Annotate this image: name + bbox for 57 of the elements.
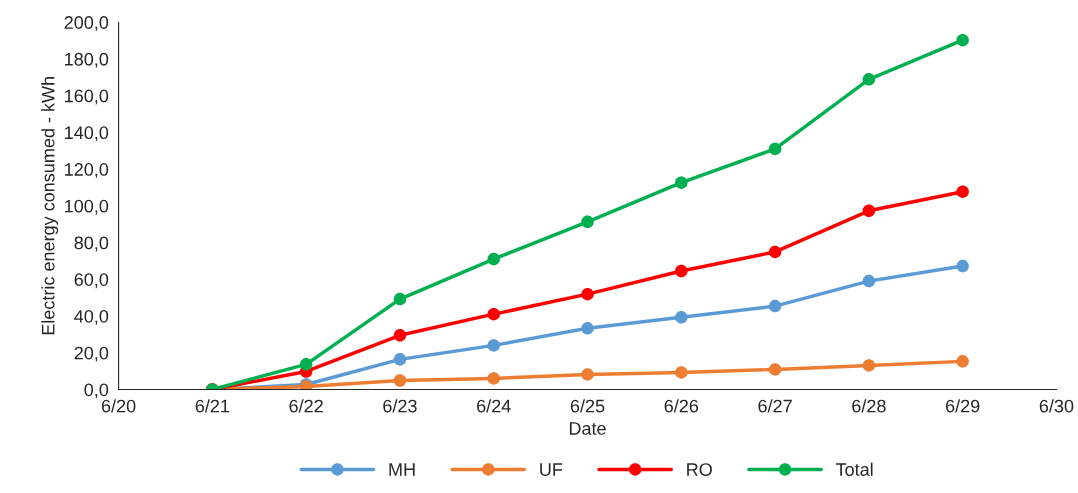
point <box>581 322 594 335</box>
point <box>862 359 876 372</box>
point <box>768 245 782 259</box>
point <box>487 307 500 321</box>
y-tick-label: 100,0 <box>65 199 109 215</box>
x-tick-label: 6/21 <box>195 399 230 413</box>
point <box>862 73 876 86</box>
point <box>487 252 500 266</box>
point <box>768 299 782 313</box>
y-tick-label: 180,0 <box>65 52 109 68</box>
point <box>956 185 969 198</box>
point <box>675 311 688 324</box>
y-axis-title: Electric energy consumed - kWh <box>41 77 59 335</box>
point <box>299 358 313 371</box>
point <box>393 353 407 366</box>
point <box>956 259 969 273</box>
x-tick-label: 6/23 <box>383 399 417 413</box>
x-tick-label: 6/25 <box>570 399 605 413</box>
point <box>581 368 594 381</box>
point <box>487 372 500 385</box>
y-tick-label: 80,0 <box>74 236 109 252</box>
y-tick-label: 140,0 <box>65 126 109 142</box>
legend-label: UF <box>540 463 563 476</box>
legend-label: Total <box>835 462 873 476</box>
legend-label: RO <box>687 463 712 476</box>
x-tick-label: 6/24 <box>477 399 511 413</box>
point <box>768 363 782 376</box>
point <box>956 355 969 368</box>
y-tick-label: 60,0 <box>74 273 109 289</box>
point <box>675 366 688 379</box>
x-tick-label: 6/30 <box>1039 399 1074 413</box>
x-tick-label: 6/27 <box>758 399 792 413</box>
point <box>675 264 688 278</box>
y-tick-label: 120,0 <box>65 163 109 178</box>
point <box>675 176 688 189</box>
x-tick-label: 6/26 <box>664 399 699 413</box>
y-tick-label: 0,0 <box>84 383 109 399</box>
y-tick-label: 160,0 <box>65 89 109 105</box>
point <box>862 274 876 288</box>
y-tick-label: 40,0 <box>74 309 109 325</box>
x-axis-title: Date <box>569 422 606 435</box>
legend-label: MH <box>389 463 415 476</box>
y-tick-label: 200,0 <box>64 16 109 32</box>
x-tick-label: 6/29 <box>946 399 980 413</box>
x-tick-label: 6/22 <box>289 399 323 413</box>
point <box>487 339 500 352</box>
point <box>581 215 594 229</box>
point <box>581 287 594 301</box>
point <box>393 329 407 342</box>
x-tick-label: 6/20 <box>101 399 136 413</box>
x-tick-label: 6/28 <box>852 399 886 413</box>
point <box>956 33 969 47</box>
point <box>393 374 407 387</box>
point <box>393 292 407 306</box>
y-tick-label: 20,0 <box>74 346 109 362</box>
point <box>862 204 876 218</box>
point <box>768 142 782 156</box>
